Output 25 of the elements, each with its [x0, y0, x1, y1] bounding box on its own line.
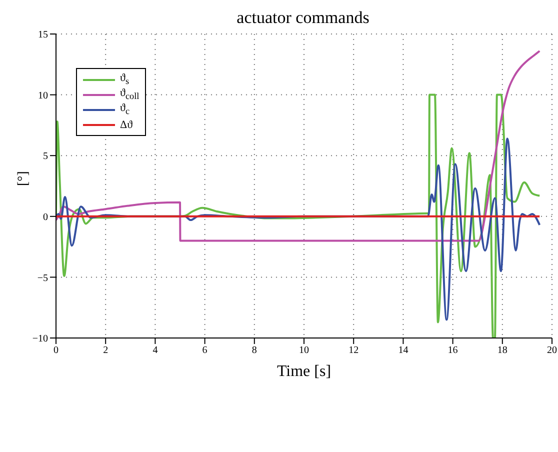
y-axis-title: [°]	[16, 171, 31, 186]
x-tick-label: 2	[103, 345, 108, 356]
x-tick-label: 12	[348, 345, 359, 356]
chart-title: actuator commands	[236, 8, 370, 29]
y-tick-label: 10	[38, 90, 48, 102]
x-tick-label: 0	[54, 345, 58, 356]
x-tick-label: 10	[299, 345, 309, 356]
x-tick-label: 8	[252, 345, 257, 356]
x-tick-label: 4	[152, 345, 158, 356]
y-tick-label: −10	[32, 334, 48, 345]
x-tick-label: 20	[547, 345, 557, 356]
y-tick-label: 0	[43, 212, 48, 223]
x-tick-label: 6	[202, 345, 208, 356]
y-tick-label: 15	[38, 30, 48, 41]
legend-label: ϑ$_{coll}$	[120, 87, 140, 102]
x-axis-title: Time [s]	[276, 363, 332, 380]
x-tick-label: 16	[448, 345, 458, 356]
x-tick-label: 14	[398, 345, 408, 356]
legend-label: ϑ$_{c}$	[120, 102, 130, 117]
y-tick-label: −5	[37, 272, 48, 284]
x-tick-label: 18	[497, 345, 508, 356]
legend-label: Δϑ	[120, 118, 133, 130]
line-series	[56, 50, 541, 242]
y-tick-label: 5	[43, 151, 48, 162]
legend-label: ϑ$_{s}$	[120, 72, 130, 87]
